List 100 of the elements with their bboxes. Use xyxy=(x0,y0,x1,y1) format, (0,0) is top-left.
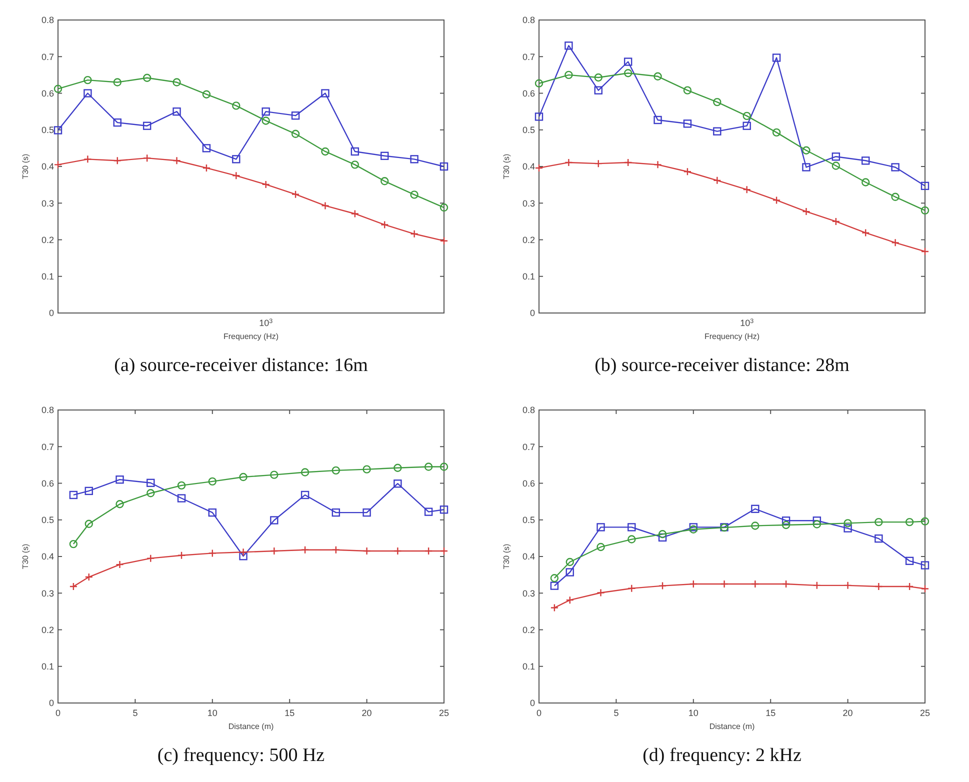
point xyxy=(742,122,751,130)
y-tick-label: 0.2 xyxy=(41,624,54,635)
point xyxy=(550,604,559,612)
point xyxy=(658,582,667,590)
point xyxy=(772,128,781,137)
y-tick-label: 0.5 xyxy=(41,125,54,136)
point xyxy=(862,178,870,186)
x-axis-title: Distance (m) xyxy=(709,722,756,731)
point xyxy=(270,546,278,556)
point xyxy=(596,523,605,532)
point xyxy=(683,168,692,176)
point xyxy=(239,472,248,482)
point xyxy=(142,122,152,130)
point xyxy=(208,477,216,486)
point xyxy=(69,490,78,500)
point xyxy=(440,546,448,556)
point xyxy=(920,584,930,593)
point xyxy=(172,78,181,86)
point xyxy=(891,192,900,201)
point xyxy=(440,162,448,171)
point xyxy=(332,466,340,475)
point xyxy=(920,517,930,526)
point xyxy=(177,494,186,502)
point xyxy=(742,185,751,194)
point xyxy=(300,468,310,476)
point xyxy=(362,465,371,474)
point xyxy=(624,69,632,78)
point xyxy=(142,74,152,82)
point xyxy=(772,54,781,62)
point xyxy=(410,230,418,238)
point xyxy=(683,86,692,94)
text: (d) frequency: 2 kHz xyxy=(642,745,802,766)
point xyxy=(321,202,330,210)
point xyxy=(300,546,310,554)
point xyxy=(751,504,760,513)
x-tick-label: 25 xyxy=(920,708,930,718)
y-tick-label: 0.6 xyxy=(522,478,535,488)
point xyxy=(550,582,559,590)
text: (a) source-receiver distance: 16m xyxy=(114,355,368,376)
y-tick-label: 0.1 xyxy=(41,662,54,672)
point xyxy=(713,176,722,185)
text: (b) source-receiver distance: 28m xyxy=(594,355,850,376)
y-tick-label: 0.4 xyxy=(522,162,535,172)
point xyxy=(844,519,852,528)
y-tick-label: 0.8 xyxy=(41,405,54,416)
y-tick-label: 0.5 xyxy=(522,515,535,526)
point xyxy=(654,116,662,124)
y-tick-label: 0.1 xyxy=(41,272,54,282)
x-tick-label: 10 xyxy=(207,708,218,718)
point xyxy=(440,506,448,514)
y-tick-label: 0.5 xyxy=(522,125,535,136)
point xyxy=(802,163,810,172)
point xyxy=(69,540,78,548)
point xyxy=(321,147,330,156)
point xyxy=(291,190,300,198)
point xyxy=(202,164,211,172)
y-tick-label: 0.3 xyxy=(41,198,54,208)
point xyxy=(332,546,340,554)
point xyxy=(54,126,62,134)
point xyxy=(874,582,883,591)
y-tick-label: 0.7 xyxy=(41,52,54,62)
y-tick-label: 0 xyxy=(48,308,54,318)
point xyxy=(534,79,544,88)
point xyxy=(410,155,418,164)
point xyxy=(69,582,78,591)
point xyxy=(394,464,402,472)
text: (c) frequency: 500 Hz xyxy=(157,745,325,766)
point xyxy=(84,76,92,84)
y-tick-label: 0.7 xyxy=(522,52,535,62)
point xyxy=(905,556,914,565)
point xyxy=(658,530,667,538)
y-tick-label: 0.1 xyxy=(522,662,535,672)
y-tick-label: 0.8 xyxy=(522,405,535,416)
point xyxy=(146,489,155,498)
point xyxy=(782,520,790,530)
x-axis-title: Frequency (Hz) xyxy=(704,332,760,341)
point xyxy=(208,508,216,517)
y-tick-label: 0.4 xyxy=(522,552,535,562)
point xyxy=(239,552,248,560)
point xyxy=(380,152,389,160)
point xyxy=(172,107,181,116)
point xyxy=(424,462,433,471)
x-tick-label: 25 xyxy=(438,708,450,718)
y-axis-title: T30 (s) xyxy=(502,154,511,180)
y-tick-label: 0.2 xyxy=(522,624,535,635)
point xyxy=(262,180,270,189)
y-tick-label: 0.6 xyxy=(41,478,54,488)
point xyxy=(742,112,751,120)
point xyxy=(713,127,722,136)
y-tick-label: 0.7 xyxy=(522,442,535,452)
point xyxy=(84,89,92,98)
point xyxy=(862,228,870,237)
point xyxy=(628,535,636,544)
point xyxy=(905,582,914,591)
point xyxy=(751,580,760,588)
point xyxy=(208,549,216,558)
point xyxy=(410,190,418,199)
x-tick-label: 5 xyxy=(132,708,138,718)
point xyxy=(564,42,573,50)
x-tick-label: 15 xyxy=(284,708,295,718)
